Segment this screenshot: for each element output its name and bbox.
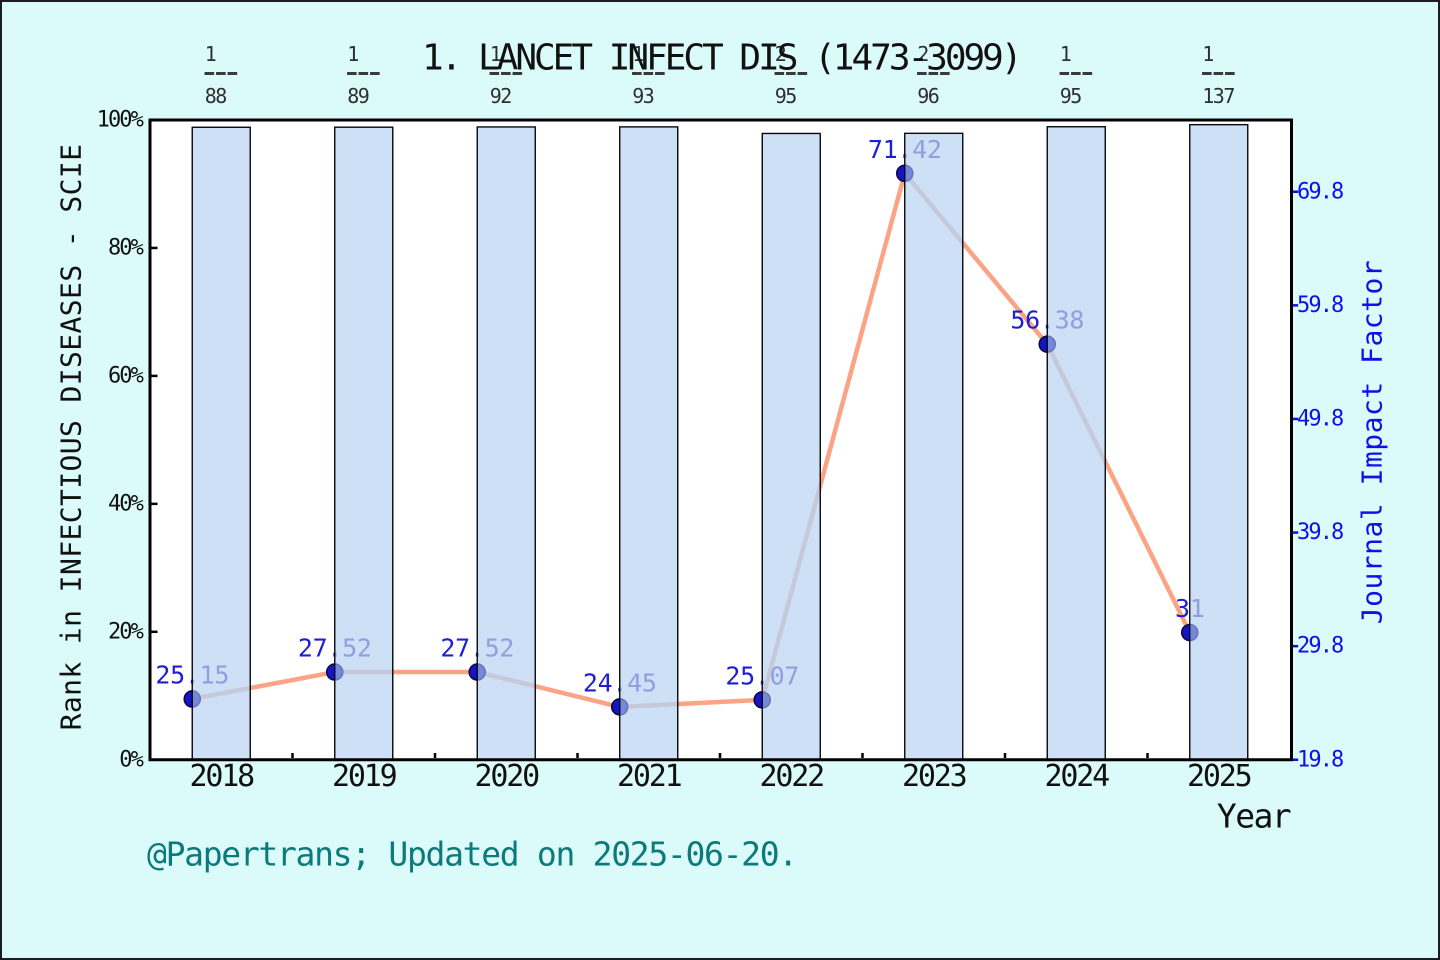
- rank-fraction-numerator-2019: 1: [347, 42, 358, 66]
- plot-border: [148, 118, 1293, 762]
- rank-fraction-denominator-2020: 92: [490, 84, 512, 108]
- rank-fraction-2020: 1 92: [489, 42, 523, 108]
- rank-bar-2019: [334, 127, 393, 760]
- right-tick-label-19.8: 19.8: [1297, 747, 1343, 772]
- rank-fraction-2019: 1 89: [347, 42, 380, 108]
- right-tick-label-29.8: 29.8: [1297, 634, 1343, 659]
- left-axis-title: Rank in INFECTIOUS DISEASES - SCIE: [55, 144, 88, 731]
- rank-fraction-denominator-2018: 88: [205, 84, 227, 108]
- rank-fraction-denominator-2024: 95: [1060, 84, 1082, 108]
- left-tick-label-80%: 80%: [108, 235, 144, 260]
- rank-fraction-2022: 2 95: [774, 42, 808, 108]
- right-tick-labels: 19.8 29.8 39.8 49.8 59.8 69.8: [1297, 179, 1345, 772]
- left-tick-label-100%: 100%: [97, 108, 144, 133]
- plot-area: [150, 120, 1292, 760]
- year-tick-label-2021: 2021: [617, 759, 682, 794]
- right-axis-title: Journal Impact Factor: [1356, 260, 1389, 625]
- rank-fraction-numerator-2022: 2: [775, 42, 786, 66]
- left-tick-label-0%: 0%: [119, 747, 143, 772]
- rank-bar-2018: [192, 127, 251, 760]
- year-tick-labels: 2018 2019 2020 2021 2022 2023 2024 2025: [190, 759, 1253, 794]
- rank-fraction-numerator-2018: 1: [205, 42, 216, 66]
- year-tick-label-2023: 2023: [902, 759, 966, 794]
- impact-factor-point-muted-2018: [192, 690, 202, 708]
- x-axis-title: Year: [1217, 797, 1291, 836]
- rank-fraction-denominator-2025: 137: [1202, 84, 1234, 108]
- rank-fraction-2025: 1 137: [1202, 42, 1236, 108]
- year-tick-label-2020: 2020: [475, 759, 540, 794]
- rank-fraction-numerator-2025: 1: [1202, 42, 1213, 66]
- year-tick-label-2019: 2019: [332, 759, 397, 794]
- rank-fraction-2023: 2 96: [917, 42, 950, 108]
- rank-fraction-denominator-2023: 96: [917, 84, 939, 108]
- rank-bar-2025: [1189, 124, 1248, 760]
- left-tick-label-40%: 40%: [108, 491, 144, 516]
- right-tick-label-49.8: 49.8: [1297, 406, 1343, 431]
- left-tick-label-60%: 60%: [108, 363, 144, 388]
- left-tick-label-20%: 20%: [108, 619, 144, 644]
- rank-fractions-layer: 1 88 1 89 1 92 1 93 2 95 2 96 1 95 1 137: [204, 42, 1236, 108]
- year-tick-label-2024: 2024: [1045, 759, 1110, 794]
- rank-fraction-numerator-2024: 1: [1060, 42, 1071, 66]
- rank-bars-layer: [192, 124, 1248, 760]
- rank-fraction-numerator-2021: 1: [632, 42, 643, 66]
- watermark-annotation: @Papertrans; Updated on 2025-06-20.: [147, 835, 797, 874]
- impact-factor-value-label-muted-2018: 25.15: [155, 660, 229, 689]
- year-tick-label-2025: 2025: [1187, 759, 1251, 794]
- axis-ticks-layer: [151, 190, 1299, 761]
- right-tick-label-69.8: 69.8: [1297, 179, 1343, 204]
- left-tick-labels: 0% 20% 40% 60% 80% 100%: [97, 108, 146, 773]
- rank-fraction-numerator-2020: 1: [490, 42, 501, 66]
- rank-fraction-denominator-2021: 93: [632, 84, 654, 108]
- right-tick-label-59.8: 59.8: [1297, 293, 1343, 318]
- right-tick-label-39.8: 39.8: [1297, 520, 1343, 545]
- year-tick-label-2018: 2018: [190, 759, 255, 794]
- rank-bar-2022: [762, 133, 821, 760]
- rank-fraction-numerator-2023: 2: [917, 42, 928, 66]
- rank-fraction-2021: 1 93: [632, 42, 665, 108]
- rank-fraction-denominator-2019: 89: [347, 84, 369, 108]
- rank-bar-2023: [904, 133, 963, 760]
- chart-title: 1. LANCET INFECT DIS (1473-3099): [422, 38, 1020, 79]
- rank-fraction-denominator-2022: 95: [775, 84, 797, 108]
- year-tick-label-2022: 2022: [760, 759, 824, 794]
- rank-bar-2020: [477, 126, 536, 760]
- rank-fraction-2024: 1 95: [1059, 42, 1093, 108]
- rank-fraction-2018: 1 88: [204, 42, 238, 108]
- rank-bar-2021: [619, 126, 678, 760]
